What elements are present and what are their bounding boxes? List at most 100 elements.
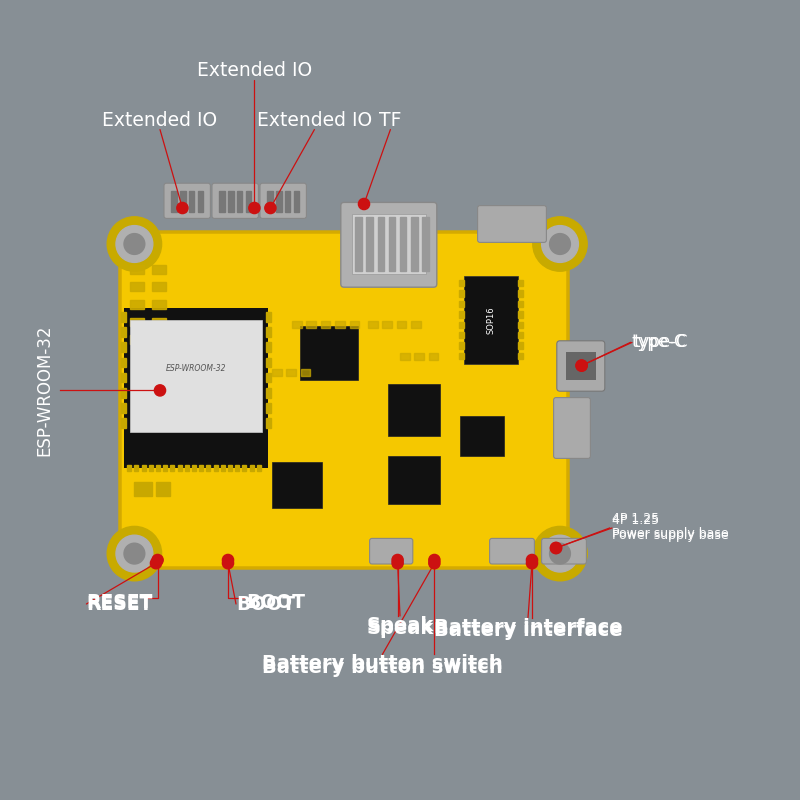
Bar [185, 465, 189, 471]
Bar [292, 321, 302, 328]
Bar [518, 311, 523, 318]
Bar [266, 312, 271, 322]
Circle shape [533, 526, 587, 581]
Circle shape [429, 558, 440, 569]
Bar [156, 465, 160, 471]
Bar [127, 465, 131, 471]
Bar [276, 191, 282, 212]
Bar [266, 388, 271, 398]
FancyBboxPatch shape [341, 202, 437, 287]
Text: type-C: type-C [634, 334, 688, 351]
FancyBboxPatch shape [120, 232, 568, 568]
Bar [429, 353, 438, 360]
Bar [152, 335, 166, 344]
Text: Battery button switch: Battery button switch [262, 654, 502, 674]
Text: RESET: RESET [86, 594, 153, 614]
Bar [121, 373, 126, 382]
Bar [266, 373, 271, 382]
Circle shape [249, 202, 260, 214]
Bar [171, 191, 177, 212]
Bar [459, 280, 464, 286]
Bar [228, 465, 232, 471]
Bar [121, 342, 126, 352]
Bar [124, 308, 268, 468]
Bar [459, 342, 464, 349]
Bar [294, 191, 299, 212]
Bar [152, 318, 166, 326]
Bar [286, 369, 296, 376]
Bar [518, 280, 523, 286]
Bar [306, 321, 316, 328]
Bar [400, 217, 406, 271]
Bar [518, 353, 523, 359]
Bar [152, 265, 166, 274]
Circle shape [576, 360, 587, 371]
Bar [464, 276, 518, 364]
Bar [235, 465, 239, 471]
Bar [388, 384, 440, 436]
Text: ESP-WROOM-32: ESP-WROOM-32 [35, 325, 53, 456]
Circle shape [550, 542, 562, 554]
Circle shape [542, 535, 578, 572]
Bar [411, 321, 421, 328]
Circle shape [177, 202, 188, 214]
Bar [134, 465, 138, 471]
Circle shape [124, 543, 145, 564]
Circle shape [107, 526, 162, 581]
Bar [460, 416, 504, 456]
Bar [397, 321, 406, 328]
Bar [459, 301, 464, 307]
Bar [228, 191, 234, 212]
Circle shape [550, 234, 570, 254]
Bar [152, 282, 166, 291]
Bar [518, 301, 523, 307]
Bar [199, 465, 203, 471]
Circle shape [550, 542, 562, 554]
Circle shape [429, 554, 440, 566]
Circle shape [107, 217, 162, 271]
Bar [214, 465, 218, 471]
Bar [250, 465, 254, 471]
Bar [242, 465, 246, 471]
Bar [335, 321, 345, 328]
Bar [130, 265, 144, 274]
Text: SOP16: SOP16 [486, 306, 496, 334]
FancyBboxPatch shape [370, 538, 413, 564]
Circle shape [358, 198, 370, 210]
Bar [130, 300, 144, 309]
FancyBboxPatch shape [490, 538, 534, 564]
Bar [414, 353, 424, 360]
Bar [130, 282, 144, 291]
Circle shape [116, 535, 153, 572]
Bar [121, 312, 126, 322]
FancyBboxPatch shape [164, 183, 210, 218]
Bar [170, 465, 174, 471]
Bar [237, 191, 242, 212]
Circle shape [154, 385, 166, 396]
Bar [518, 290, 523, 297]
Text: Extended IO: Extended IO [257, 110, 372, 130]
Bar [459, 322, 464, 328]
Circle shape [265, 202, 276, 214]
Bar [411, 217, 418, 271]
Bar [355, 217, 362, 271]
Text: Battery interface: Battery interface [434, 621, 622, 640]
Circle shape [526, 558, 538, 569]
Bar [267, 191, 273, 212]
Text: 4P 1.25
Power supply base: 4P 1.25 Power supply base [612, 512, 729, 541]
Bar [382, 321, 392, 328]
Text: BOOT: BOOT [246, 593, 306, 612]
Bar [518, 332, 523, 338]
FancyBboxPatch shape [212, 183, 258, 218]
Bar [163, 465, 167, 471]
Bar [130, 318, 144, 326]
Bar [121, 403, 126, 413]
Bar [368, 321, 378, 328]
Bar [257, 465, 261, 471]
Bar [198, 191, 203, 212]
Bar [459, 290, 464, 297]
FancyBboxPatch shape [260, 183, 306, 218]
Bar [180, 191, 186, 212]
Circle shape [542, 226, 578, 262]
Text: ESP-WROOM-32: ESP-WROOM-32 [166, 364, 226, 374]
